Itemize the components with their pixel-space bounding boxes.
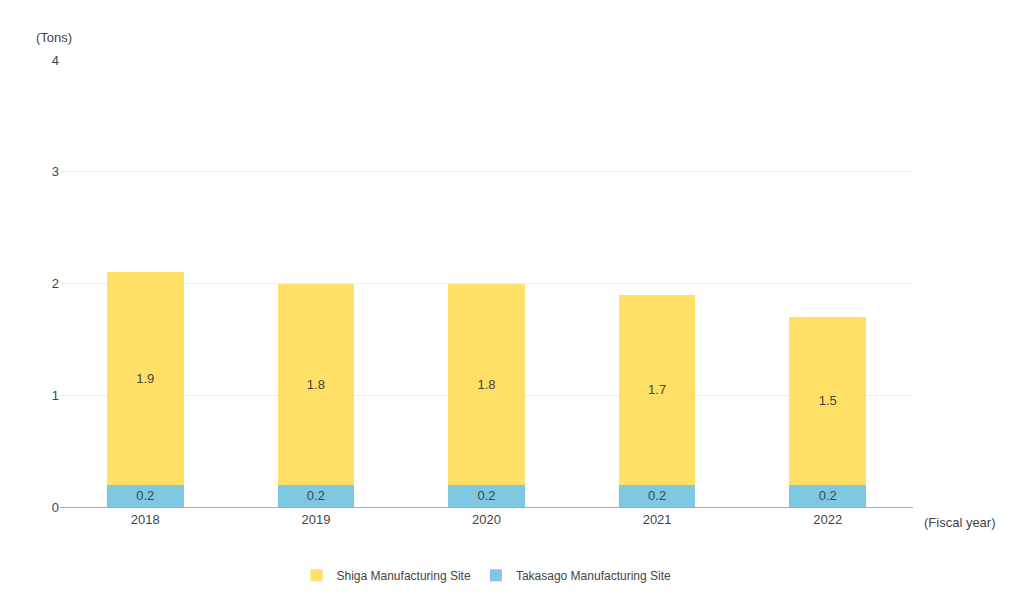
svg-text:1.8: 1.8 (477, 377, 495, 392)
svg-text:0.2: 0.2 (648, 488, 666, 503)
svg-text:2021: 2021 (643, 512, 672, 527)
svg-text:2020: 2020 (472, 512, 501, 527)
svg-text:0.2: 0.2 (819, 488, 837, 503)
svg-text:2019: 2019 (301, 512, 330, 527)
svg-text:Shiga Manufacturing Site: Shiga Manufacturing Site (337, 569, 471, 583)
svg-text:3: 3 (52, 164, 59, 179)
svg-text:0.2: 0.2 (477, 488, 495, 503)
svg-text:1.5: 1.5 (819, 393, 837, 408)
svg-text:0.2: 0.2 (307, 488, 325, 503)
svg-text:1.7: 1.7 (648, 382, 666, 397)
svg-text:1: 1 (52, 388, 59, 403)
svg-text:2018: 2018 (131, 512, 160, 527)
svg-text:1.9: 1.9 (136, 371, 154, 386)
svg-text:(Tons): (Tons) (36, 30, 72, 45)
svg-text:0: 0 (52, 500, 59, 515)
svg-text:(Fiscal year): (Fiscal year) (924, 515, 996, 530)
svg-text:1.8: 1.8 (307, 377, 325, 392)
svg-text:4: 4 (52, 53, 59, 68)
svg-text:2022: 2022 (813, 512, 842, 527)
svg-text:0.2: 0.2 (136, 488, 154, 503)
svg-text:Takasago Manufacturing Site: Takasago Manufacturing Site (516, 569, 671, 583)
svg-text:2: 2 (52, 276, 59, 291)
